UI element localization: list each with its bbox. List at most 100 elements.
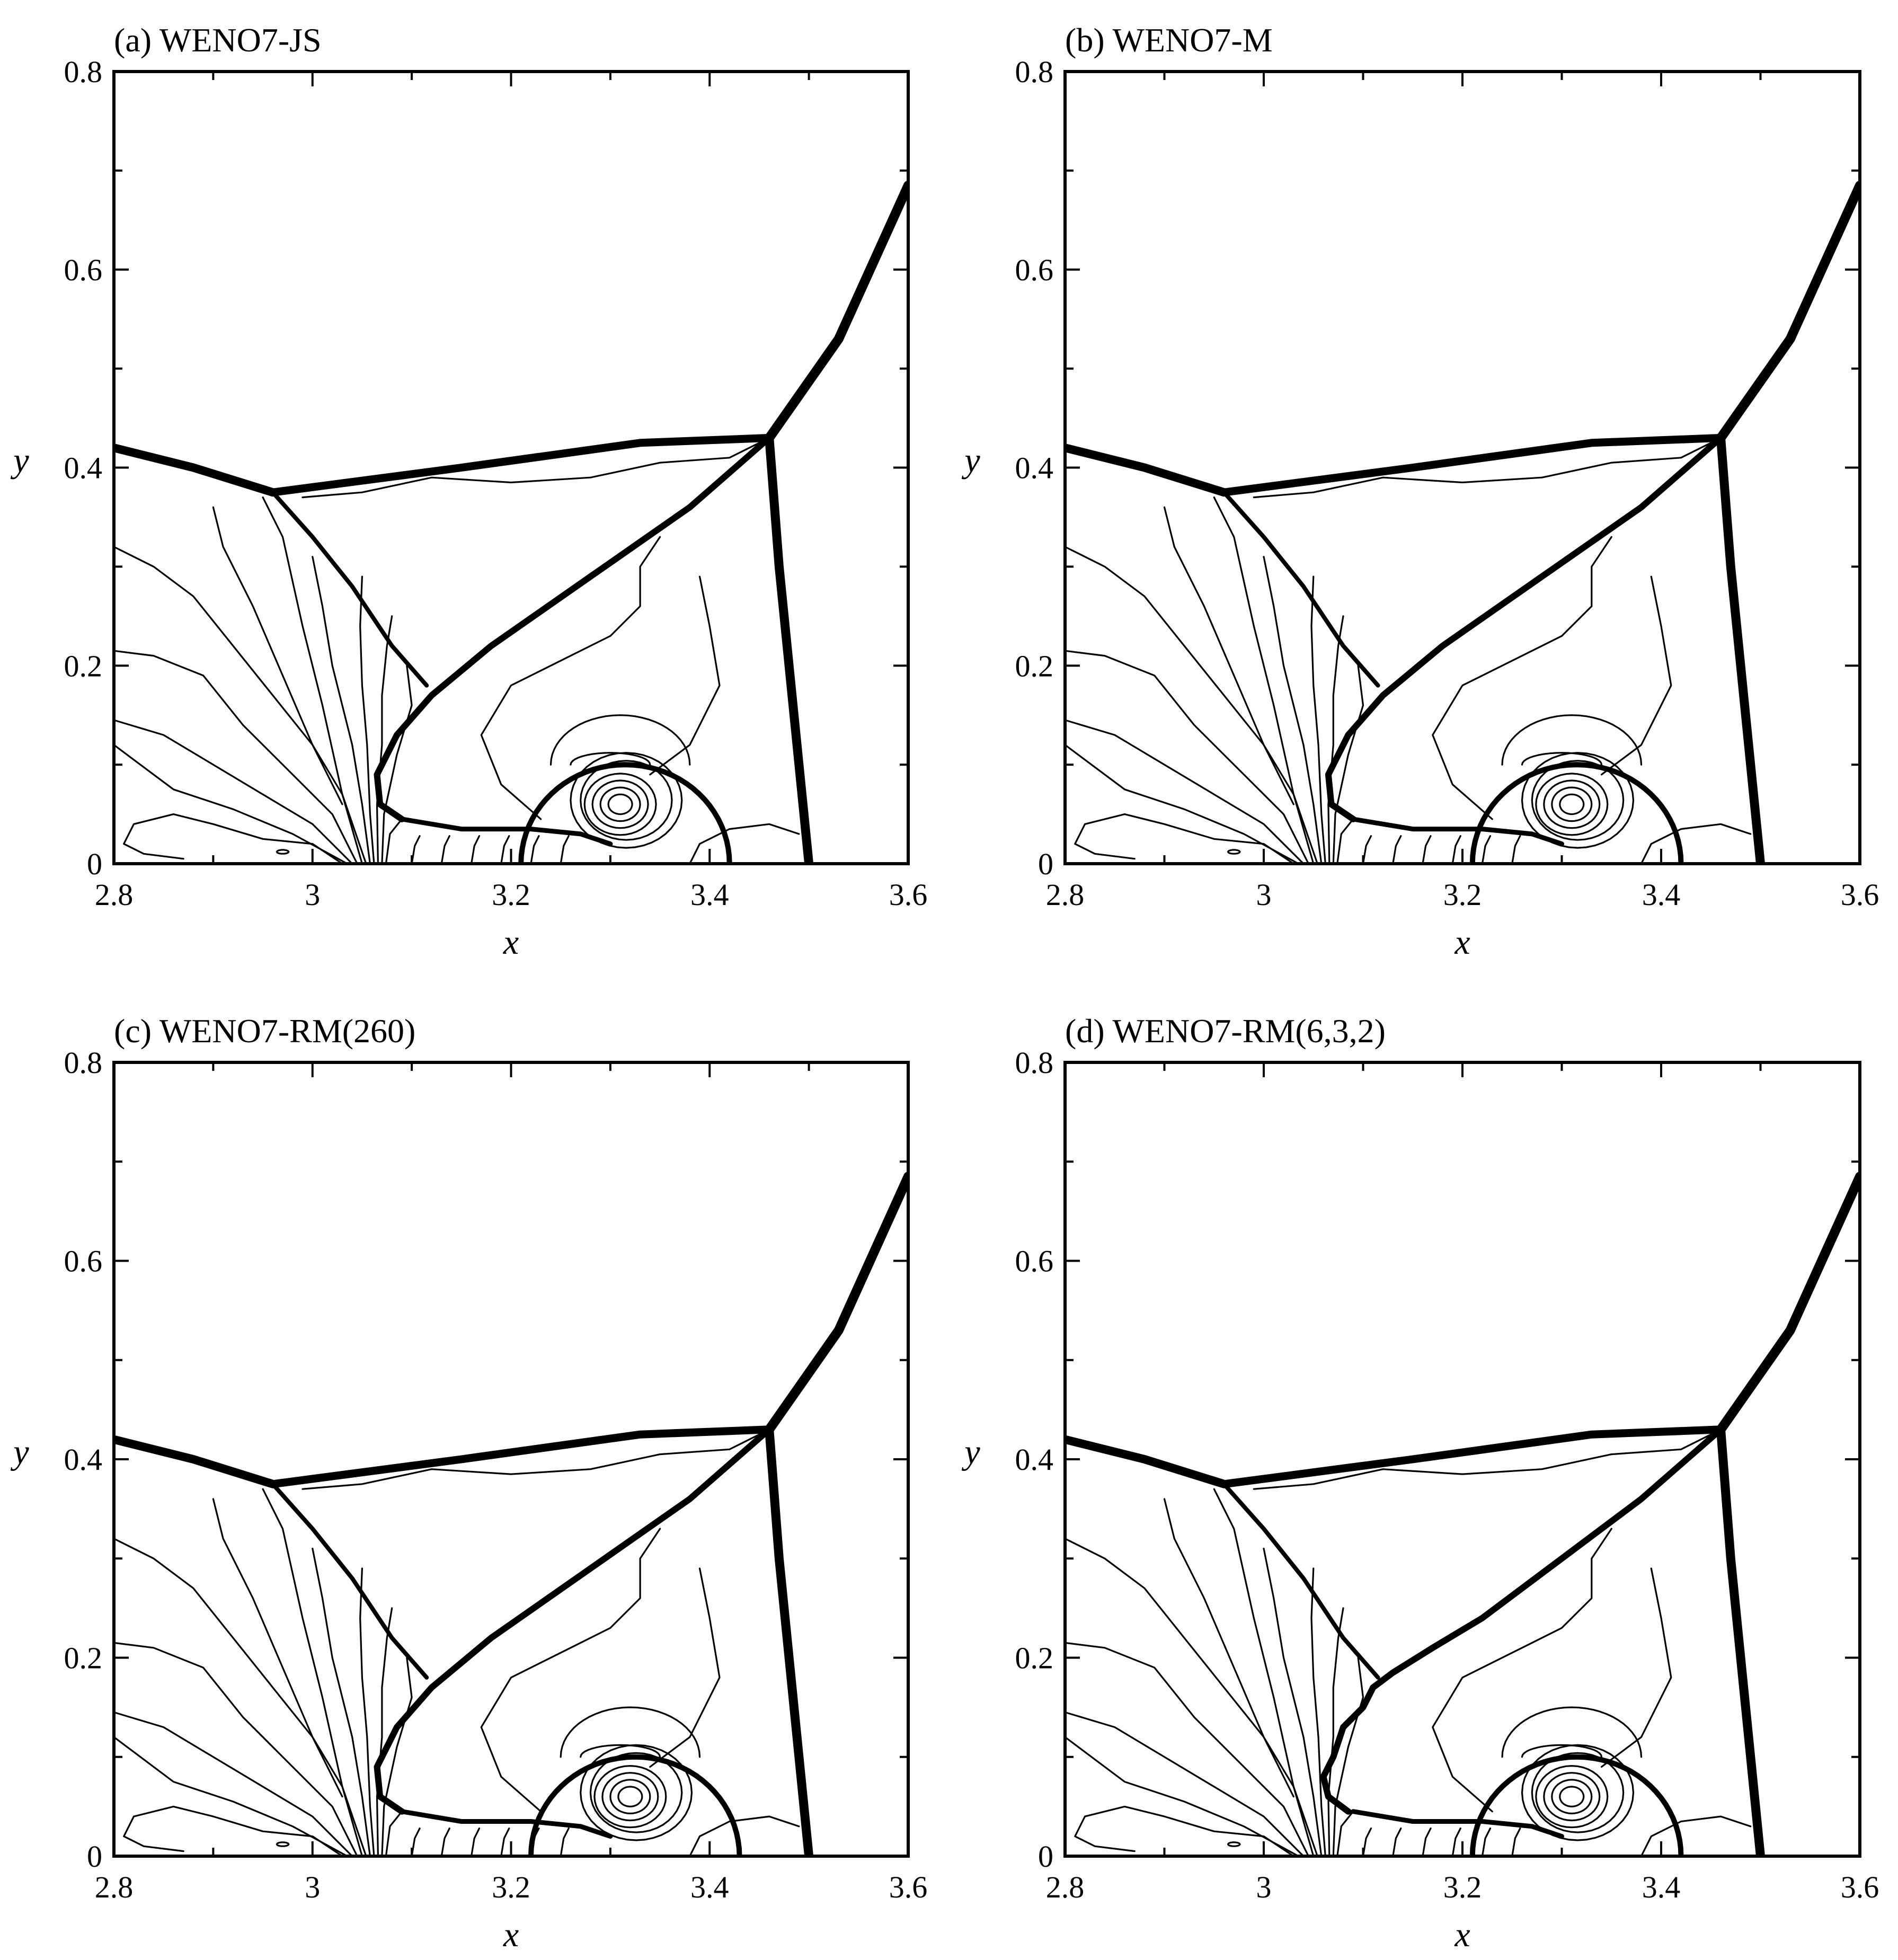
- panel2-mach-stem-upper: [1220, 433, 1725, 496]
- panel2-expansion-contour-4: [1065, 719, 1305, 864]
- panel4-vortex-ring-1: [1559, 1786, 1585, 1807]
- panel1-reflected-shock: [270, 490, 429, 688]
- panel4-vortex-ring-6: [1521, 1744, 1635, 1841]
- panel4: 2.8 3 3.2 3.4 3.6 0 0.2 0.4 0.6 0.8 (d) WENO7-RM(6…: [961, 1012, 1879, 1954]
- panel4-xtick-label-2: 3.2: [1443, 1870, 1482, 1904]
- panel2-vortex-shell: [1469, 762, 1684, 864]
- panel1-ytick-label-2: 0.4: [64, 451, 103, 485]
- panel2-incident-shock: [1065, 444, 1228, 497]
- panel3-vortex-shell: [528, 1754, 742, 1856]
- panel3-stem-under-contour: [301, 1433, 760, 1490]
- panel1-mach-stem-upper: [269, 433, 774, 496]
- panel4-vortex-ring-4: [1535, 1765, 1609, 1829]
- panel1-vortex-ring-3: [591, 779, 649, 829]
- panel3-xtick-label-1: 3: [305, 1870, 320, 1904]
- panel3-xtick-label-4: 3.6: [889, 1870, 928, 1904]
- panel3-xtick-label-3: 3.4: [690, 1870, 729, 1904]
- panel1-xtick-label-2: 3.2: [492, 877, 530, 912]
- panel1-xtick-label-1: 3: [305, 877, 320, 912]
- panel4-wall-contour-5: [1481, 1828, 1492, 1856]
- panel3-expansion-contour-3: [114, 1642, 358, 1856]
- panel4-reflected-shock: [1222, 1482, 1380, 1680]
- panel2-frame: [1063, 70, 1861, 865]
- panel4-ytick-label-1: 0.2: [1015, 1641, 1054, 1675]
- panel1-stem-under-contour: [301, 442, 760, 499]
- panel4-vortex-cap-arc-2: [1521, 1744, 1603, 1758]
- panel3-wall-contour-6: [560, 1828, 570, 1856]
- panel4-vertical-shock: [1716, 1425, 1765, 1856]
- panel4-expansion-contour-8: [1327, 1607, 1344, 1856]
- panel2-ytick-label-3: 0.6: [1015, 253, 1054, 287]
- panel1-vortex-ring-2: [599, 786, 641, 822]
- panel3-wall-contour-3: [471, 1828, 481, 1856]
- panel2-wall-contour-4: [1451, 835, 1461, 864]
- panel4-left-wall-contour: [1065, 1538, 1294, 1798]
- panel4-wall-contour-6: [1511, 1828, 1521, 1856]
- panel1-left-wall-contour: [114, 546, 343, 805]
- panel4-vortex-ring-5: [1531, 1752, 1625, 1833]
- panel1-expansion-contour-10: [123, 813, 343, 864]
- panel1-expansion-contour-9: [381, 664, 413, 864]
- panel1-ytick-label-0: 0: [87, 847, 102, 881]
- panel1-expansion-contour-5: [114, 744, 348, 864]
- panel1-vortex-ring-1: [607, 793, 633, 815]
- panel2-oblique-shock-right: [1716, 180, 1860, 443]
- panel3-contours: [114, 1172, 908, 1856]
- panel1-xtick-label-4: 3.6: [889, 877, 928, 912]
- panel4-slip-line: [1320, 1426, 1724, 1815]
- panel4-expansion-contour-11: [1336, 1811, 1354, 1856]
- panel3-oblique-shock-right: [764, 1172, 908, 1434]
- panel2-expansion-contour-5: [1065, 744, 1300, 864]
- panel2-wall-contour-2: [1392, 835, 1402, 864]
- panel2-vortex-ring-3: [1543, 779, 1601, 829]
- panel1-vortex-ring-4: [583, 773, 657, 836]
- panel4-wall-blob: [1227, 1841, 1241, 1847]
- panel4-stem-under-contour: [1253, 1433, 1712, 1490]
- panel2-xtick-label-0: 2.8: [1046, 877, 1085, 912]
- panel2-expansion-contour-8: [1327, 615, 1344, 864]
- panel2-vertical-shock: [1716, 433, 1765, 864]
- panel1-ytick-label-4: 0.8: [64, 55, 103, 89]
- panel1-expansion-contour-3: [114, 650, 358, 864]
- panel4-vortex-right-contour: [1640, 1815, 1752, 1856]
- panel3-expansion-contour-5: [114, 1736, 348, 1856]
- panel4-incident-shock: [1065, 1435, 1228, 1488]
- panel3-left-wall-contour: [114, 1538, 343, 1798]
- panel2-vortex-ring-1: [1559, 793, 1585, 815]
- panel3-vortex-ring-4: [593, 1765, 667, 1829]
- panel2-expansion-contour-7: [1310, 575, 1326, 864]
- panel1-contours: [114, 180, 908, 864]
- panel1-oblique-shock-right: [764, 180, 908, 443]
- panel3-vortex-ring-6: [580, 1744, 693, 1841]
- panel2-ytick-label-2: 0.4: [1015, 451, 1054, 485]
- panel2-vortex-ring-5: [1531, 760, 1625, 841]
- panel1-vortex-cap-arc-1: [549, 714, 691, 766]
- panel1-expansion-contour-4: [114, 719, 353, 864]
- panel4-expansion-contour-10: [1074, 1805, 1294, 1856]
- panel1-xtick-label-3: 3.4: [690, 877, 729, 912]
- panel2-contours: [1065, 180, 1860, 864]
- panel2-bubble-contour: [1432, 536, 1612, 820]
- panel2-xtick-label-4: 3.6: [1841, 877, 1879, 912]
- panel4-title: (d) WENO7-RM(6,3,2): [1065, 1012, 1386, 1050]
- panel4-expansion-contour-3: [1065, 1642, 1309, 1856]
- panel4-expansion-contour-2: [1163, 1498, 1318, 1856]
- panel3-ytick-label-2: 0.4: [64, 1442, 103, 1477]
- panel2-slip-line: [1325, 434, 1724, 822]
- panel2: 2.8 3 3.2 3.4 3.6 0 0.2 0.4 0.6 0.8 (b) WENO7-M x y: [961, 21, 1879, 962]
- panel2-expansion-contour-2: [1163, 506, 1318, 864]
- panel4-contours: [1065, 1172, 1860, 1856]
- panel1-wall-contour-1: [411, 835, 421, 864]
- panel1-title: (a) WENO7-JS: [114, 21, 322, 59]
- panel3-wall-jet: [399, 1809, 613, 1839]
- panel4-ytick-label-4: 0.8: [1015, 1045, 1054, 1080]
- panel2-vortex-cap-arc-2: [1521, 752, 1603, 766]
- panel1-xtick-label-0: 2.8: [95, 877, 134, 912]
- panel2-title: (b) WENO7-M: [1065, 21, 1273, 59]
- panel4-wall-contour-1: [1362, 1828, 1372, 1856]
- panel2-wall-contour-1: [1362, 835, 1372, 864]
- panel1-frame: [112, 70, 910, 865]
- panel3-ytick-label-3: 0.6: [64, 1244, 103, 1279]
- panel3-expansion-contour-2: [212, 1498, 367, 1856]
- panel4-oblique-shock-right: [1716, 1172, 1860, 1434]
